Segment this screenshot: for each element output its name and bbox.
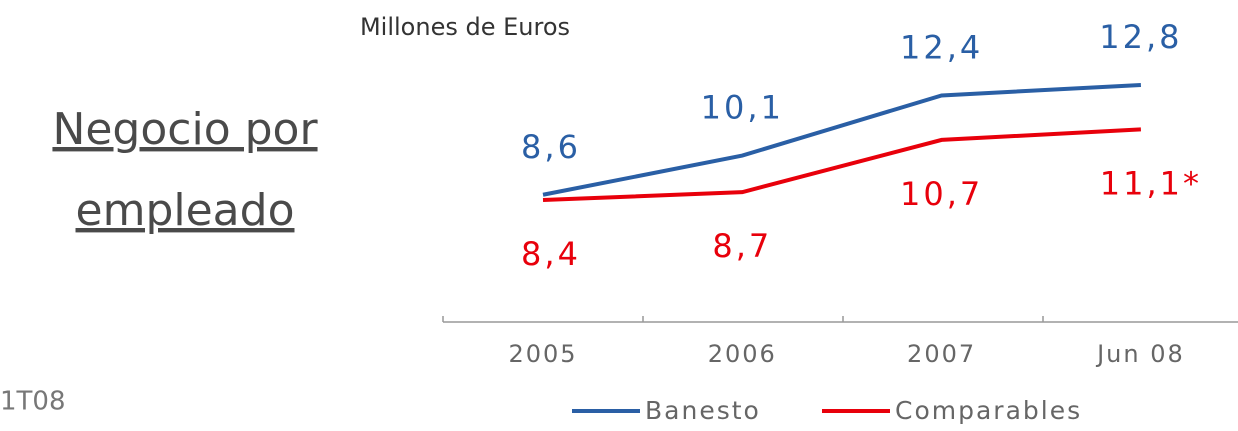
data-label: 8,6: [521, 128, 581, 166]
x-tick-label: 2007: [907, 340, 976, 368]
data-label: 11,1*: [1100, 164, 1202, 202]
x-tick-label: Jun 08: [1095, 340, 1185, 368]
chart-subtitle: Millones de Euros: [360, 13, 570, 41]
data-label: 8,7: [712, 227, 772, 265]
data-label: 10,1: [701, 89, 784, 127]
data-label: 12,8: [1099, 18, 1182, 56]
footer: 1T08: [0, 387, 66, 417]
x-tick-label: 2005: [508, 340, 577, 368]
data-label: 8,4: [521, 235, 581, 273]
line: [542, 127, 1142, 202]
data-label: 10,7: [900, 175, 983, 213]
chart-title: Negocio por: [52, 104, 318, 155]
x-axis: [442, 316, 1238, 323]
legend-label: Comparables: [895, 396, 1082, 425]
line: [542, 83, 1142, 197]
data-label: 12,4: [900, 28, 983, 66]
x-tick-label: 2006: [708, 340, 777, 368]
chart-title: empleado: [76, 185, 295, 236]
legend-label: Banesto: [645, 396, 761, 425]
